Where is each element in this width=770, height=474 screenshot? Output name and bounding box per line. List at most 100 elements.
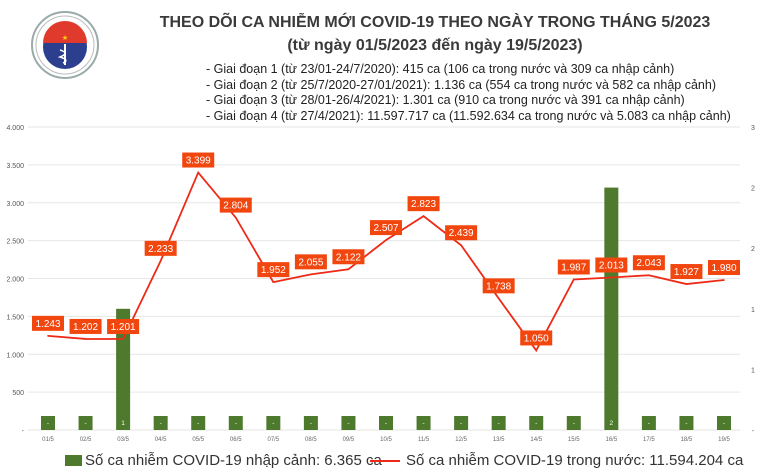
bar — [529, 416, 544, 430]
bar — [491, 416, 506, 430]
bar — [78, 416, 93, 430]
bar-data-label: 1 — [121, 420, 125, 427]
line-data-label-box — [670, 264, 703, 280]
left-axis-tick-label: 2.000 — [6, 277, 24, 284]
line-point — [497, 297, 500, 300]
line-point — [648, 274, 650, 277]
line-data-label: 1.980 — [711, 263, 736, 274]
right-axis-tick-label: 2 — [751, 246, 755, 253]
line-point — [460, 244, 462, 247]
line-point — [347, 268, 350, 271]
bar-data-label: - — [648, 420, 650, 427]
bar — [379, 416, 393, 430]
line-data-label-box — [182, 152, 215, 168]
bar — [341, 416, 356, 430]
bar-data-label: 2 — [610, 420, 614, 427]
line-point — [84, 338, 87, 340]
x-axis-tick-label: 19/5 — [718, 437, 730, 443]
bar-data-label: - — [272, 420, 274, 427]
line-data-label-box — [482, 278, 515, 294]
x-axis-tick-label: 13/5 — [493, 437, 505, 443]
line-point — [47, 335, 49, 337]
x-axis-tick-label: 14/5 — [530, 437, 542, 443]
line-point — [197, 171, 200, 174]
bar-data-label: - — [460, 420, 462, 427]
line-data-label-box — [219, 197, 252, 213]
x-axis-tick-label: 18/5 — [681, 437, 693, 443]
bar — [566, 416, 581, 430]
line-data-label: 1.201 — [111, 322, 136, 333]
line-data-label: 2.823 — [411, 199, 436, 210]
x-axis-tick-label: 05/5 — [192, 437, 204, 443]
line-data-label-box — [632, 255, 665, 271]
note-period-1: - Giai đoạn 1 (từ 23/01-24/7/2020): 415 … — [206, 62, 675, 76]
line-data-label: 2.043 — [636, 258, 661, 269]
bar — [604, 187, 619, 430]
line-point — [159, 260, 162, 262]
line-data-label: 2.233 — [148, 244, 173, 255]
chart-title: THEO DÕI CA NHIỄM MỚI COVID-19 THEO NGÀY… — [159, 14, 711, 31]
bar-data-label: - — [47, 420, 49, 427]
line-data-label: 2.122 — [336, 252, 361, 263]
left-axis-tick-label: 4.000 — [6, 125, 24, 132]
right-axis-tick-label: 2 — [751, 186, 755, 193]
x-axis-tick-label: 02/5 — [80, 437, 92, 443]
bar-data-label: - — [235, 420, 237, 427]
svg-text:★: ★ — [62, 34, 68, 42]
note-period-3: - Giai đoạn 3 (từ 28/01-26/4/2021): 1.30… — [206, 93, 685, 107]
x-axis-tick-label: 15/5 — [568, 437, 580, 443]
line-point — [310, 273, 312, 276]
legend-swatch-line — [370, 459, 400, 462]
legend-swatch-bar — [65, 455, 82, 466]
line-data-label: 3.399 — [186, 156, 211, 167]
left-axis-tick-label: 3.500 — [6, 163, 24, 170]
bar-data-label: - — [160, 420, 162, 427]
bar-data-label: - — [723, 420, 725, 427]
line-point — [685, 283, 688, 285]
ministry-of-health-logo: ★ — [30, 10, 100, 85]
bar-data-label: - — [422, 420, 424, 427]
bar-data-label: - — [197, 420, 199, 427]
line-data-label-box — [708, 260, 740, 276]
line-data-label-box — [257, 262, 290, 278]
bar-data-label: - — [310, 420, 312, 427]
legend-label-line: Số ca nhiễm COVID-19 trong nước: 11.594.… — [406, 452, 744, 469]
bar-data-label: - — [498, 420, 500, 427]
x-axis-tick-label: 03/5 — [117, 437, 129, 443]
bar-data-label: - — [535, 420, 537, 427]
line-point — [272, 281, 275, 283]
line-data-label-box — [445, 225, 478, 241]
x-axis-tick-label: 01/5 — [42, 437, 54, 443]
left-axis-tick-label: 1.000 — [6, 352, 24, 359]
line-data-label-box — [557, 259, 590, 275]
right-axis-tick-label: 1 — [751, 367, 755, 374]
line-data-label: 2.439 — [449, 228, 474, 239]
line-point — [234, 216, 237, 219]
line-data-label: 2.013 — [599, 261, 624, 272]
left-axis-tick-label: 2.500 — [6, 239, 24, 246]
legend-label-bar: Số ca nhiễm COVID-19 nhập cảnh: 6.365 ca — [85, 452, 382, 469]
period-notes: - Giai đoạn 1 (từ 23/01-24/7/2020): 415 … — [206, 62, 731, 124]
bar-data-label: - — [573, 420, 575, 427]
line-point — [572, 278, 575, 281]
bar-data-label: - — [84, 420, 86, 427]
bar-data-label: - — [385, 420, 387, 427]
left-axis-tick-label: 500 — [12, 390, 24, 397]
x-axis-tick-label: 06/5 — [230, 437, 242, 443]
line-point — [723, 279, 725, 281]
bar — [191, 416, 206, 430]
line-point — [535, 349, 538, 352]
line-data-label-box — [107, 319, 140, 335]
x-axis-tick-label: 12/5 — [455, 437, 467, 443]
x-axis-tick-label: 16/5 — [605, 437, 617, 443]
line-data-label-box — [595, 257, 628, 273]
line-data-label-box — [520, 330, 553, 346]
line-data-label-box — [370, 220, 402, 236]
bar — [153, 416, 168, 430]
line-data-label: 1.243 — [35, 319, 60, 330]
line-data-label-box — [407, 196, 440, 212]
x-axis-tick-label: 17/5 — [643, 437, 655, 443]
bar — [41, 416, 55, 430]
line-data-label: 2.055 — [298, 257, 323, 268]
left-axis-tick-label: 1.500 — [6, 314, 24, 321]
